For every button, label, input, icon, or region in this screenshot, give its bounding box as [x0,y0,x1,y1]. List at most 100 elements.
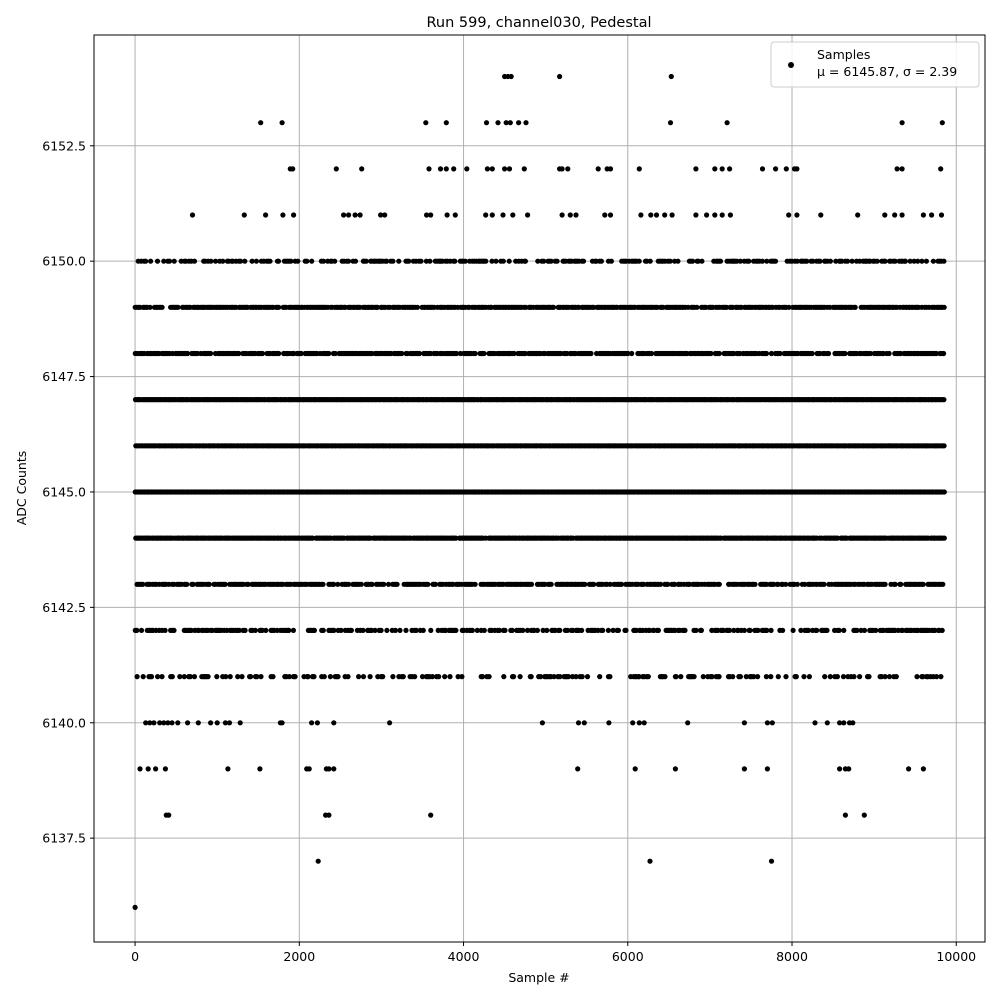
data-point [236,627,242,634]
data-point [516,120,522,126]
data-point [427,258,433,264]
data-point [212,258,219,264]
data-point [363,258,369,264]
data-point [712,166,718,172]
data-point [483,258,489,264]
data-point [559,212,565,218]
data-point [805,627,812,634]
data-point [535,258,541,264]
data-point [143,258,149,264]
data-point [159,304,165,310]
data-point [290,627,296,634]
data-point [573,212,579,218]
data-point [394,581,400,587]
data-point [567,212,573,218]
data-point [591,581,597,587]
data-point [517,674,523,680]
data-point [503,120,509,126]
y-tick-label: 6150.0 [42,254,86,269]
data-point [252,627,258,634]
data-point [731,627,737,634]
data-point [712,212,718,218]
x-axis-label: Sample # [508,970,569,985]
data-point [500,258,506,264]
data-point [573,674,579,680]
data-point [169,720,175,726]
data-point [598,258,605,264]
data-point [528,581,535,587]
data-point [768,858,775,864]
data-point [906,766,912,772]
data-point [727,166,733,172]
data-point [907,258,913,264]
data-point [694,304,700,310]
data-point [165,720,171,726]
data-point [911,258,917,264]
data-point [528,674,534,680]
data-point [841,720,847,726]
data-point [320,581,326,587]
data-point [292,674,298,680]
data-point [462,258,468,264]
data-point [169,674,175,680]
data-point [137,766,143,772]
data-point [899,212,905,218]
data-point [506,166,513,172]
data-point [453,535,459,541]
data-point [242,258,248,264]
data-point [623,627,629,634]
data-point [941,258,947,264]
data-point [442,674,448,680]
data-point [161,720,167,726]
data-point [610,627,616,634]
data-point [775,674,781,680]
data-point [716,350,722,357]
data-point [699,258,705,264]
data-point [403,627,409,634]
data-point [348,627,354,634]
data-point [557,73,563,80]
data-point [331,627,337,634]
data-point [836,627,842,634]
data-point [276,350,282,357]
data-point [534,627,541,634]
data-point [502,166,508,172]
data-point [607,674,613,680]
data-point [428,212,434,218]
data-point [190,581,196,587]
data-point [140,581,146,587]
data-point [541,258,547,264]
data-point [304,258,310,264]
data-point [520,627,526,634]
data-point [899,166,905,172]
data-point [672,581,678,587]
data-point [941,489,947,495]
data-point [548,258,554,264]
data-point [833,258,839,264]
data-point [755,674,761,680]
data-point [625,350,631,357]
data-point [842,812,849,818]
data-point [305,674,311,680]
data-point [662,674,668,680]
data-point [500,212,506,218]
data-point [814,627,820,634]
data-point [171,258,177,264]
data-point [406,258,412,264]
data-point [185,720,191,726]
data-point [481,627,487,634]
data-point [206,581,212,587]
data-point [920,212,927,218]
data-point [827,674,833,680]
data-point [709,674,715,680]
data-point [486,674,492,680]
data-point [338,627,344,634]
data-point [930,258,937,264]
data-point [648,350,655,357]
data-point [790,627,796,634]
data-point [400,674,406,680]
data-point [777,350,783,357]
data-point [452,212,458,218]
data-point [846,766,852,772]
data-point [772,258,779,264]
